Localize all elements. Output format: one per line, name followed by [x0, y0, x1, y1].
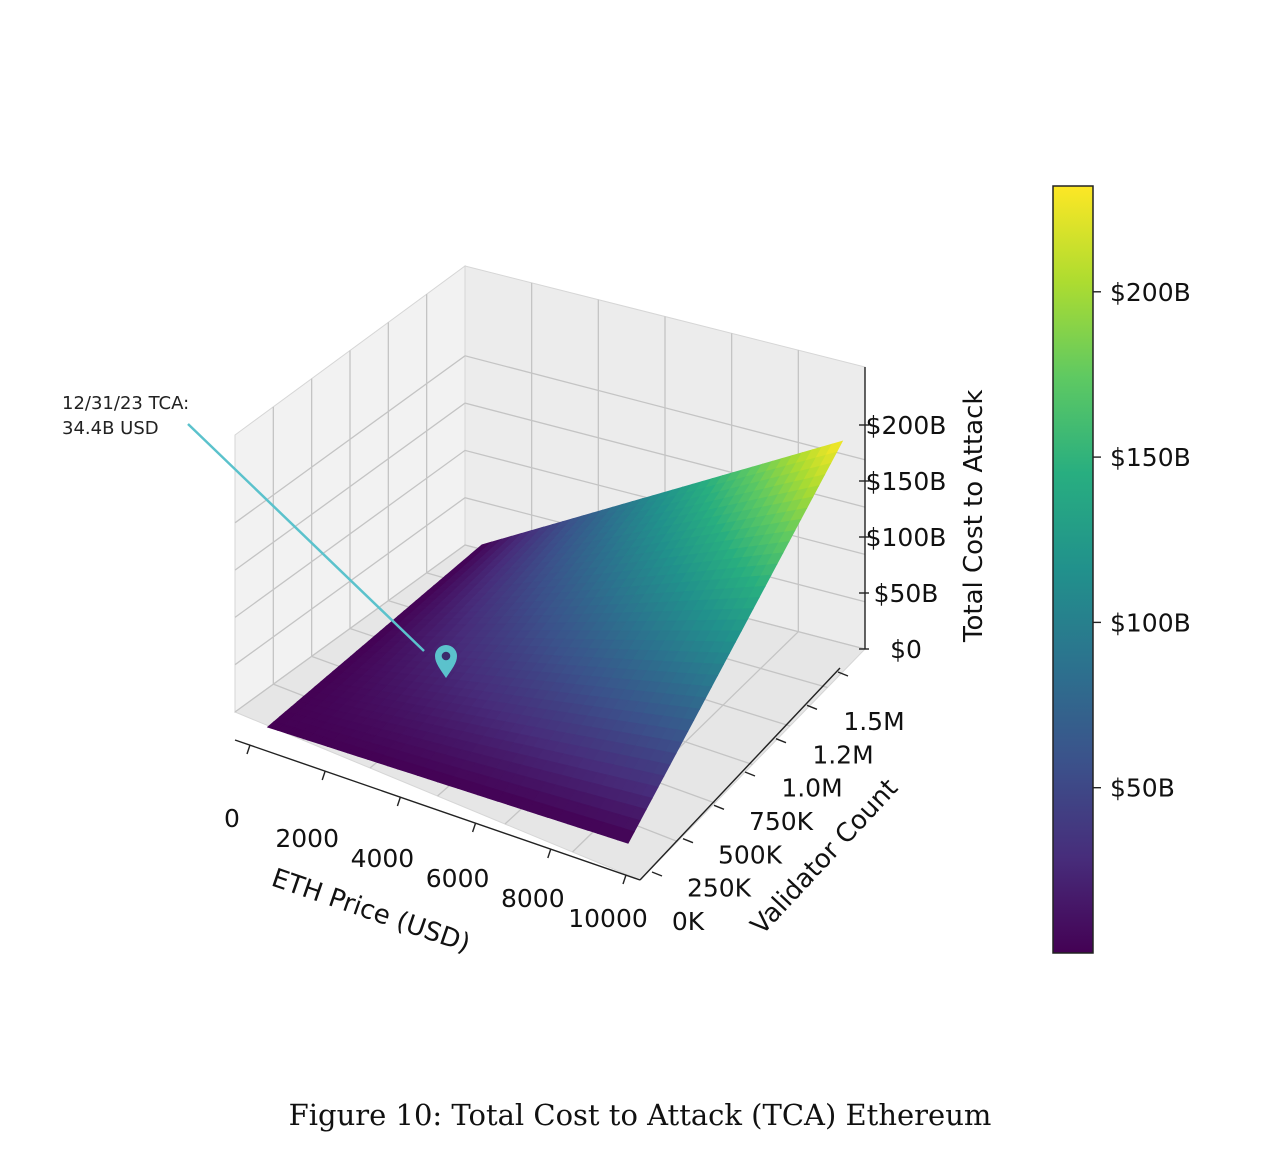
y-tick	[651, 871, 663, 877]
z-tick-label: $0	[890, 635, 922, 664]
y-tick-label: 500K	[718, 840, 783, 869]
z-tick-label: $200B	[866, 411, 947, 440]
y-tick	[682, 838, 694, 844]
y-tick-label: 1.5M	[843, 707, 904, 736]
x-tick-label: 8000	[501, 884, 565, 913]
tca-annotation: 12/31/23 TCA: 34.4B USD	[62, 393, 457, 678]
y-tick	[806, 704, 818, 710]
colorbar-ticks: $50B $100B $150B $200B	[1093, 278, 1191, 803]
x-tick-label: 0	[224, 804, 240, 833]
y-tick	[837, 671, 849, 677]
z-axis-label: Total Cost to Attack	[959, 390, 989, 643]
tca-surface	[266, 440, 844, 844]
grid-line	[234, 355, 866, 524]
colorbar-tick-label: $50B	[1110, 774, 1175, 803]
x-tick-label: 4000	[351, 844, 415, 873]
y-tick-label: 0K	[672, 907, 705, 936]
colorbar-tick-label: $200B	[1110, 278, 1191, 307]
y-tick-label: 250K	[687, 874, 752, 903]
x-tick-label: 10000	[568, 904, 648, 933]
x-tick-label: 6000	[426, 864, 490, 893]
x-tick	[471, 822, 477, 833]
x-tick	[246, 744, 251, 755]
figure-caption: Figure 10: Total Cost to Attack (TCA) Et…	[288, 1098, 992, 1132]
y-tick	[744, 771, 756, 777]
x-tick-label: 2000	[275, 824, 339, 853]
grid-line	[234, 402, 866, 571]
z-tick-label: $150B	[866, 467, 947, 496]
colorbar-tick-label: $100B	[1110, 608, 1191, 637]
y-axis-line	[639, 667, 841, 881]
map-pin-icon	[435, 645, 457, 678]
y-tick	[713, 804, 725, 810]
colorbar-tick-label: $150B	[1110, 443, 1191, 472]
annotation-leader-line	[187, 423, 425, 652]
x-tick	[622, 874, 627, 885]
x-tick	[396, 796, 402, 807]
axis-lines	[234, 367, 866, 881]
colorbar	[1052, 185, 1094, 954]
z-tick-label: $100B	[866, 523, 947, 552]
y-tick	[775, 738, 787, 744]
x-tick	[547, 848, 552, 859]
annotation-line-1: 12/31/23 TCA:	[62, 393, 189, 414]
y-tick-label: 1.2M	[812, 740, 873, 769]
surface-cell	[617, 828, 635, 844]
annotation-line-2: 34.4B USD	[62, 418, 159, 439]
z-tick-label: $50B	[874, 579, 939, 608]
x-tick	[321, 770, 326, 781]
x-axis-line	[234, 739, 641, 881]
y-tick-label: 750K	[749, 807, 814, 836]
y-tick-label: 1.0M	[781, 774, 842, 803]
